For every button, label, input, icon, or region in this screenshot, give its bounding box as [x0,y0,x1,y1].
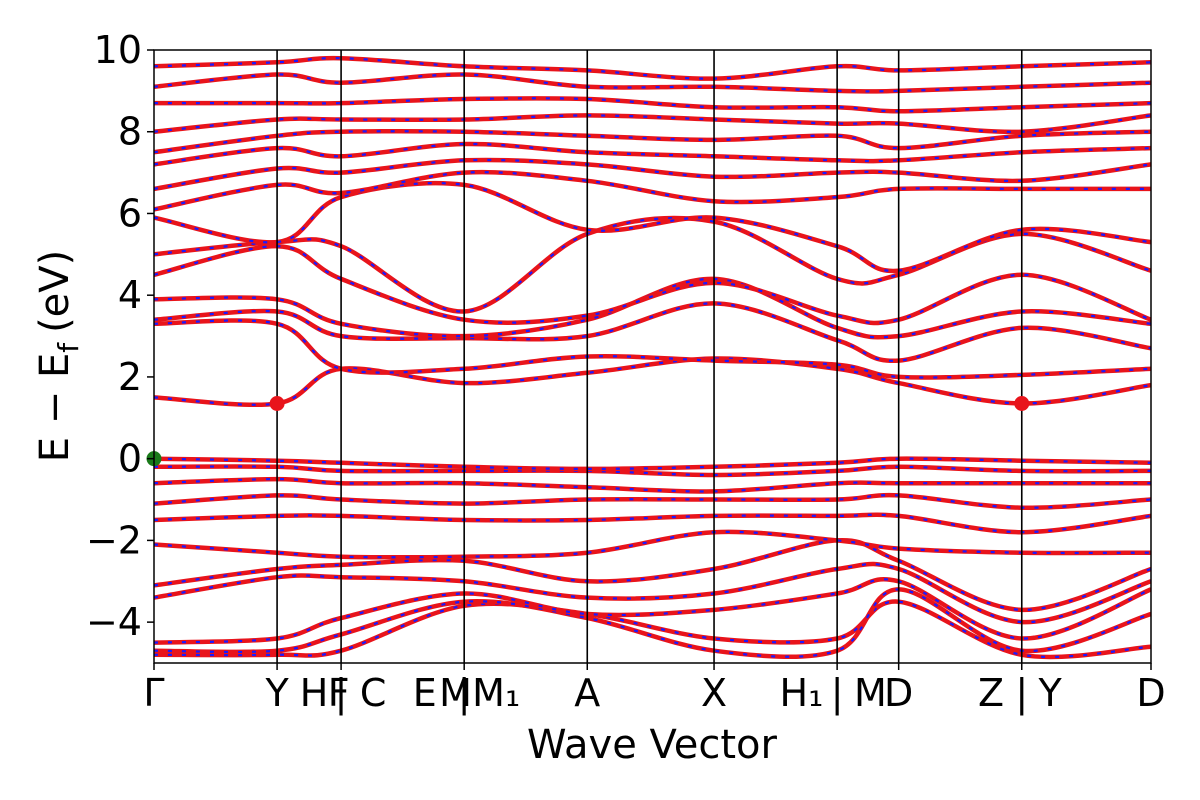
band-line-20 [154,141,1151,167]
x-tick-label-17: | [1015,671,1028,716]
band-line-19 [154,157,1151,192]
y-axis-title-unit: (eV) [32,250,78,333]
y-tick-label-4: 4 [118,273,142,317]
x-tick-label-18: Y [1037,671,1062,715]
x-tick-label-16: Z [978,671,1004,715]
x-axis-title: Wave Vector [527,722,778,768]
band-line-dash-12 [154,319,1151,379]
plot-frame [153,49,1152,664]
band-line-dash-24 [154,73,1151,93]
y-axis: −4 −2 0 2 4 6 8 10 [86,28,154,644]
x-tick-label-10: A [574,671,600,715]
x-tick-label-9: M₁ [472,671,520,715]
x-tick-label-4: | [335,671,348,716]
band-line-dash-22 [154,114,1151,133]
band-line-dash-0 [154,600,1151,658]
band-line-1 [154,587,1151,660]
band-edge-marker-1 [269,395,285,411]
band-line-dash-10 [154,457,1151,471]
x-tick-label-14: M [854,671,887,715]
band-line-5 [154,529,1151,560]
band-line-dash-9 [154,465,1151,477]
band-line-dash-11 [154,357,1151,406]
y-tick-label-1: −2 [86,518,142,562]
x-tick-label-12: H₁ [780,671,824,715]
band-line-dash-7 [154,494,1151,509]
band-line-dash-14 [154,277,1151,339]
x-tick-label-11: X [701,671,727,715]
x-tick-label-3: F [328,671,350,715]
band-line-21 [154,129,1151,155]
y-axis-title-main: E − E [32,353,78,463]
x-tick-label-0: Γ [143,671,164,715]
x-tick-label-6: E [413,671,437,715]
band-line-4 [154,538,1151,613]
band-line-dash-25 [154,57,1151,80]
band-line-18 [154,169,1151,212]
y-tick-label-0: −4 [86,600,142,644]
band-line-15 [154,243,1151,326]
x-tick-label-2: H [300,671,329,715]
band-edge-marker-2 [1014,395,1030,411]
y-axis-title: E − Ef (eV) [32,250,85,463]
bands-layer [154,55,1151,660]
y-tick-label-3: 2 [118,355,142,399]
band-line-dash-8 [154,477,1151,493]
band-line-dash-6 [154,513,1151,534]
x-tick-label-8: | [458,671,471,716]
band-line-dash-13 [154,302,1151,362]
y-tick-label-2: 0 [118,437,142,481]
y-tick-label-5: 6 [118,191,142,235]
x-axis: Γ Y H F| C E M| M₁ A X H₁ | MD Z | Y D [143,663,1166,716]
x-tick-label-15: D [884,671,913,715]
x-tick-label-1: Y [264,671,289,715]
high-symmetry-lines [276,50,1023,663]
x-tick-label-5: C [360,671,387,715]
band-line-dash-2 [154,578,1151,644]
x-tick-label-19: D [1136,671,1165,715]
band-line-dash-23 [154,97,1151,113]
x-tick-label-7: M [439,671,472,715]
y-tick-label-7: 10 [94,28,142,72]
x-tick-label-13: | [831,671,844,716]
y-axis-title-subscript: f [52,342,85,353]
y-tick-label-6: 8 [118,110,142,154]
band-line-17 [154,180,1151,274]
band-line-dash-3 [154,562,1151,624]
